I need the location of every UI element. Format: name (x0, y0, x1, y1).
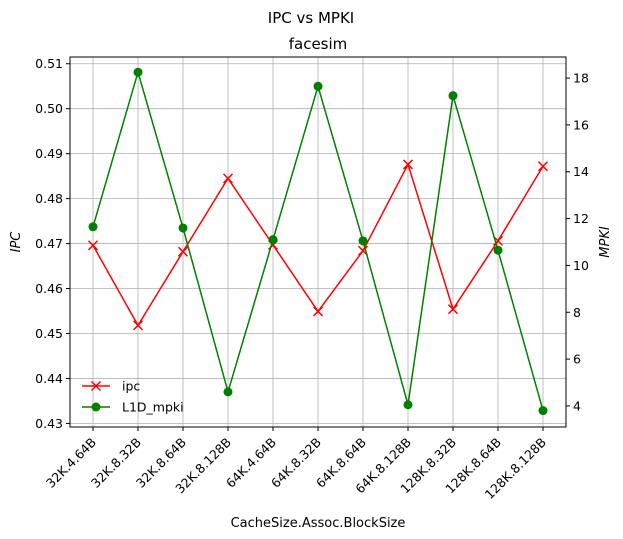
right-tick-label: 12 (573, 211, 589, 226)
x-axis-label: CacheSize.Assoc.BlockSize (231, 516, 406, 531)
right-tick-label: 18 (573, 71, 589, 86)
data-point (88, 222, 98, 232)
data-point (537, 161, 549, 172)
data-point (492, 235, 504, 246)
series-L1D_mpki (88, 67, 548, 416)
data-point (447, 304, 459, 315)
chart-title: facesim (289, 35, 348, 53)
data-point (132, 320, 144, 331)
left-tick-label: 0.45 (35, 326, 63, 341)
data-point (312, 306, 324, 317)
data-point (403, 400, 413, 410)
data-point (357, 245, 369, 256)
left-tick-label: 0.47 (35, 236, 63, 251)
right-tick-label: 14 (573, 164, 589, 179)
right-tick-label: 4 (573, 398, 581, 413)
left-axis-label: IPC (9, 231, 24, 253)
right-tick-label: 16 (573, 117, 589, 132)
x-axis: 32K.4.64B32K.8.32B32K.8.64B32K.8.128B64K… (43, 427, 549, 502)
left-tick-label: 0.48 (35, 191, 63, 206)
data-point (87, 240, 99, 251)
legend-label: ipc (122, 379, 140, 394)
data-point (222, 173, 234, 184)
legend-marker (90, 380, 102, 392)
left-tick-label: 0.49 (35, 146, 63, 161)
right-tick-label: 8 (573, 305, 581, 320)
right-axis-label: MPKI (598, 226, 613, 258)
left-axis: 0.43 0.44 0.45 0.46 0.47 0.48 0.49 0.50 0.51 (35, 56, 70, 431)
right-axis: 4 6 8 10 12 14 16 18 (566, 71, 589, 413)
series-ipc (87, 159, 549, 331)
left-tick-label: 0.51 (35, 56, 63, 71)
right-tick-label: 6 (573, 352, 581, 367)
data-point (448, 91, 458, 101)
legend-marker (91, 402, 101, 412)
data-point (313, 81, 323, 91)
data-point (493, 245, 503, 255)
data-point (177, 246, 189, 257)
chart-suptitle: IPC vs MPKI (268, 9, 354, 27)
data-point (358, 236, 368, 246)
series-layer (87, 67, 549, 416)
left-tick-label: 0.46 (35, 281, 63, 296)
grid (70, 57, 566, 427)
legend-label: L1D_mpki (122, 400, 184, 415)
data-point (268, 235, 278, 245)
legend: ipc L1D_mpki (82, 379, 184, 415)
data-point (133, 67, 143, 77)
data-point (223, 387, 233, 397)
data-point (178, 223, 188, 233)
left-tick-label: 0.43 (35, 416, 63, 431)
left-tick-label: 0.44 (35, 371, 63, 386)
data-point (402, 159, 414, 170)
left-tick-label: 0.50 (35, 101, 63, 116)
data-point (538, 406, 548, 416)
right-tick-label: 10 (573, 258, 589, 273)
